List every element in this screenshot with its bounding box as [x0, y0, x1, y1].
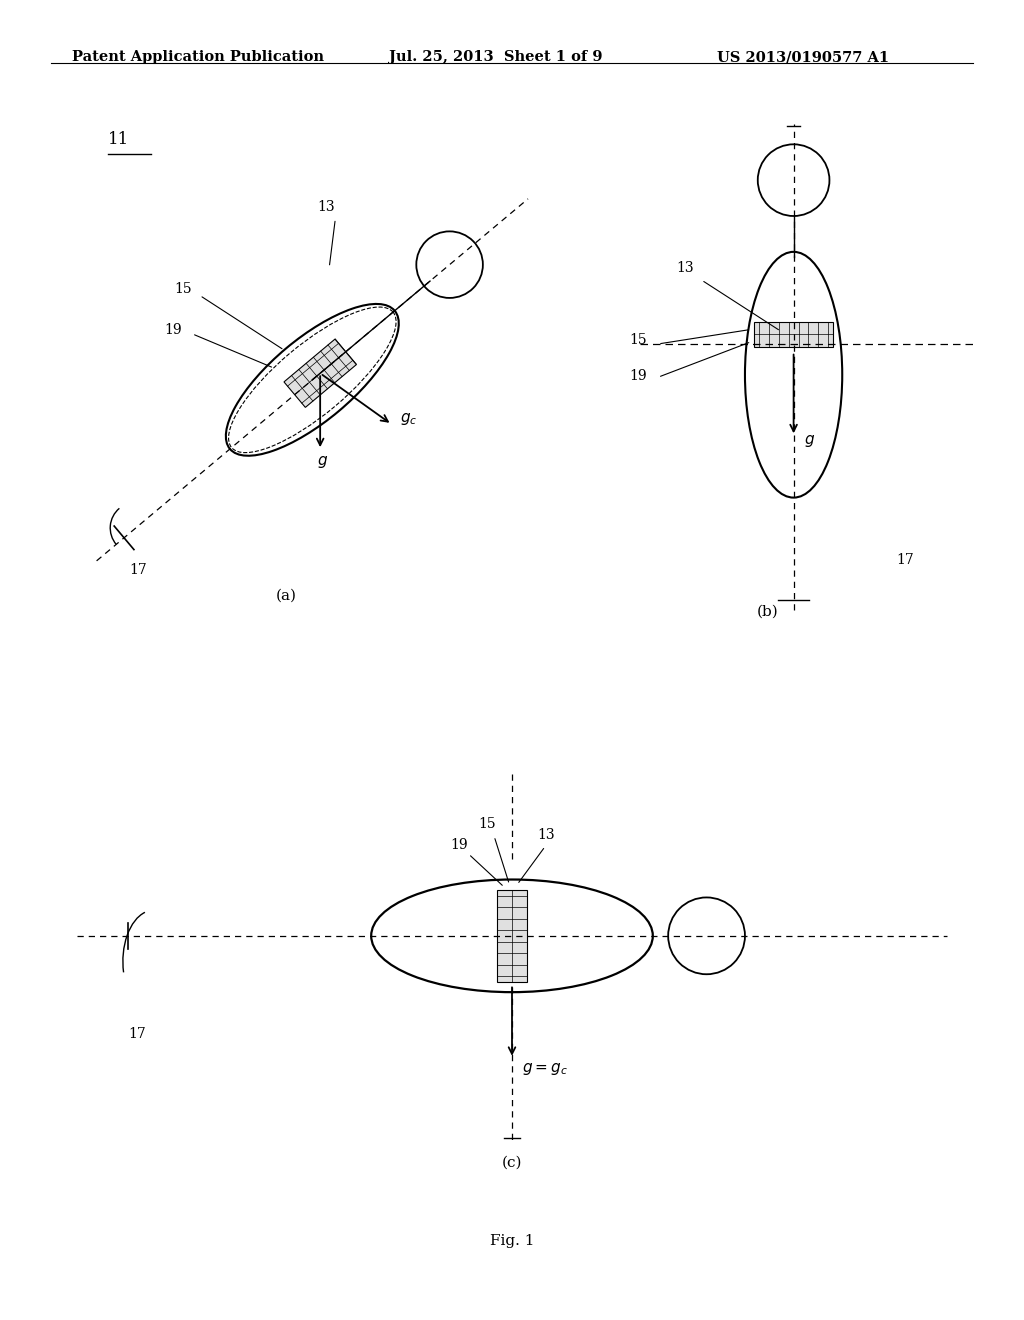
Text: 19: 19: [451, 838, 468, 851]
Text: Jul. 25, 2013  Sheet 1 of 9: Jul. 25, 2013 Sheet 1 of 9: [389, 50, 602, 65]
Text: 13: 13: [317, 199, 335, 214]
Bar: [497, 890, 527, 982]
Text: (c): (c): [502, 1155, 522, 1170]
Text: 17: 17: [896, 553, 913, 568]
Text: 13: 13: [538, 828, 555, 842]
Bar: [284, 339, 356, 408]
Text: Patent Application Publication: Patent Application Publication: [72, 50, 324, 65]
Text: (a): (a): [276, 589, 297, 603]
Text: 15: 15: [478, 817, 497, 832]
Text: 19: 19: [164, 323, 181, 337]
Text: 11: 11: [108, 131, 129, 148]
Text: 19: 19: [630, 368, 647, 383]
Text: 17: 17: [129, 562, 146, 577]
Text: 15: 15: [174, 281, 191, 296]
Text: $g=g_c$: $g=g_c$: [522, 1060, 568, 1077]
Text: $g$: $g$: [804, 433, 815, 449]
Text: Fig. 1: Fig. 1: [489, 1234, 535, 1249]
Text: 13: 13: [676, 261, 693, 276]
Text: $g_c$: $g_c$: [399, 411, 417, 426]
Text: US 2013/0190577 A1: US 2013/0190577 A1: [717, 50, 889, 65]
Text: (b): (b): [757, 605, 779, 618]
Text: 17: 17: [128, 1027, 145, 1041]
Text: $g$: $g$: [317, 454, 329, 470]
Text: 15: 15: [630, 333, 647, 347]
Bar: [754, 322, 834, 347]
